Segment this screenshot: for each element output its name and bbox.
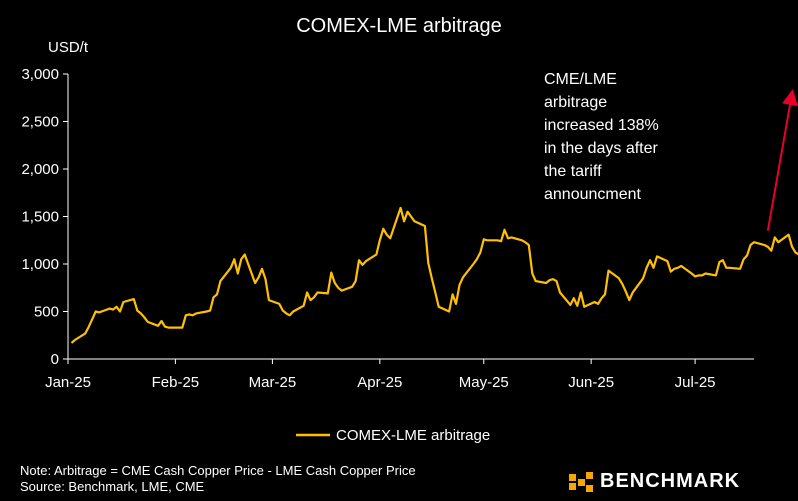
benchmark-logo: BENCHMARK — [568, 470, 740, 493]
plot-area — [70, 206, 798, 344]
x-tick-label: Feb-25 — [152, 374, 200, 391]
logo-text: BENCHMARK — [600, 470, 741, 492]
y-tick-label: 2,000 — [21, 161, 59, 178]
y-tick-label: 3,000 — [21, 66, 59, 83]
y-axis: 0 500 1,000 1,500 2,000 2,500 3,000 — [21, 66, 69, 368]
legend: COMEX-LME arbitrage — [296, 427, 490, 444]
x-tick-label: Jul-25 — [675, 374, 716, 391]
x-tick-label: Mar-25 — [249, 374, 297, 391]
x-axis: Jan-25 Feb-25 Mar-25 Apr-25 May-25 Jun-25 Jul-… — [45, 358, 754, 391]
annotation-text-line: the tariff — [544, 163, 602, 180]
annotation-text-line: arbitrage — [544, 94, 607, 111]
benchmark-logo-icon — [569, 471, 593, 492]
y-tick-label: 0 — [51, 351, 59, 368]
annotation-arrow — [766, 89, 798, 231]
annotation-text-line: announcment — [544, 186, 642, 203]
series-line — [70, 206, 798, 344]
y-tick-label: 2,500 — [21, 114, 59, 131]
chart-title: COMEX-LME arbitrage — [296, 15, 502, 37]
source-note: Source: Benchmark, LME, CME — [20, 479, 205, 494]
x-tick-label: Jun-25 — [568, 374, 614, 391]
annotation-text-line: in the days after — [544, 140, 659, 157]
y-tick-label: 1,500 — [21, 209, 59, 226]
legend-label: COMEX-LME arbitrage — [336, 427, 490, 444]
annotation: CME/LME arbitrage increased 138% in the day… — [544, 71, 798, 231]
annotation-text-line: increased 138% — [544, 117, 659, 134]
y-tick-label: 1,000 — [21, 256, 59, 273]
annotation-text-line: CME/LME — [544, 71, 617, 88]
x-tick-label: May-25 — [459, 374, 509, 391]
y-tick-label: 500 — [34, 304, 59, 321]
footnote: Note: Arbitrage = CME Cash Copper Price … — [20, 463, 416, 478]
x-tick-label: Jan-25 — [45, 374, 91, 391]
x-tick-label: Apr-25 — [357, 374, 402, 391]
y-axis-unit: USD/t — [48, 39, 89, 56]
